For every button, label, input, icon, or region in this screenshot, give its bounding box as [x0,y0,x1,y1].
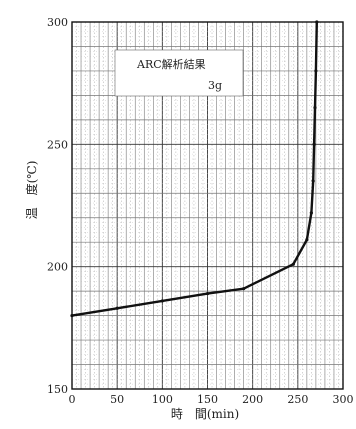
data-point [311,179,315,183]
x-tick-label: 250 [287,393,308,406]
data-point [305,238,309,242]
data-point [315,20,319,24]
x-tick-label: 100 [152,393,173,406]
annotation-box [114,49,244,97]
y-axis-ticks: 150 200 250 300 [47,16,68,396]
annotation-line-2: 3g [208,79,222,92]
data-point [205,291,210,296]
data-point [115,306,119,310]
y-tick-label: 250 [47,138,68,151]
data-point [242,287,246,291]
x-axis-label: 時 間(min) [171,407,239,421]
x-tick-label: 200 [242,393,263,406]
x-tick-label: 0 [69,393,76,406]
data-point [314,69,318,73]
annotation-line-1: ARC解析結果 [136,57,206,71]
data-point [291,262,295,266]
data-point [309,211,313,215]
x-axis-ticks: 0 50 100 150 200 250 300 [69,393,354,406]
data-point [312,142,316,146]
data-point [70,314,74,318]
y-tick-label: 200 [47,261,68,274]
series-layer [70,20,319,318]
x-tick-label: 50 [110,393,124,406]
x-tick-label: 300 [333,393,354,406]
data-point [313,106,317,110]
plot-frame [71,21,344,390]
y-tick-label: 300 [47,16,68,29]
data-point [160,299,164,303]
x-tick-label: 150 [197,393,218,406]
y-tick-label: 150 [47,383,68,396]
y-axis-label: 温 度(℃) [24,161,39,220]
